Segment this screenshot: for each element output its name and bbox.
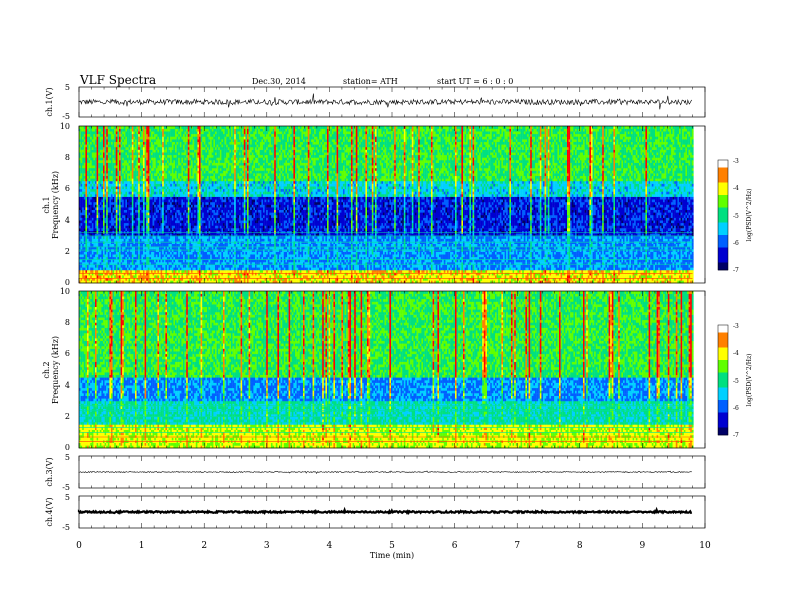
- station-label: station= ATH: [343, 77, 398, 86]
- ch1-spectrogram-yticks: 0 2 4 6 8 10: [60, 122, 70, 287]
- ch2-freq-tick-8: 8: [65, 318, 70, 327]
- x-axis-ticks: [78, 87, 706, 528]
- x-tick-4: 4: [327, 541, 333, 551]
- ch4-waveform-data: [77, 506, 693, 516]
- x-tick-10: 10: [699, 541, 711, 551]
- x-tick-7: 7: [514, 541, 520, 551]
- ch3-waveform-data: [78, 470, 692, 474]
- ch4-waveform-trace: [77, 506, 693, 516]
- ch2-colorbar-tick-m3: -3: [733, 323, 739, 330]
- ch2-freq-tick-4: 4: [65, 381, 70, 390]
- date-label: Dec.30, 2014: [252, 77, 306, 86]
- ch2-colorbar-tick-m6: -6: [733, 405, 739, 412]
- x-tick-6: 6: [452, 541, 458, 551]
- ch1-ytick-bottom: -5: [62, 112, 70, 121]
- ch2-spectrogram-image: [79, 291, 694, 449]
- x-tick-9: 9: [640, 541, 646, 551]
- ch2-spectrogram-ylabel-frequency: Frequency (kHz): [51, 336, 60, 404]
- ch2-colorbar-tick-m5: -5: [733, 378, 739, 385]
- ch1-colorbar-frame: [717, 159, 729, 271]
- ch1-waveform-panel: 5 -5 ch.1(V): [45, 83, 706, 121]
- ch1-waveform-trace: [78, 93, 693, 110]
- ch2-colorbar-frame: [717, 324, 729, 436]
- ch2-freq-tick-10: 10: [60, 287, 70, 296]
- ch1-waveform-ylabel: ch.1(V): [45, 87, 54, 116]
- ch2-freq-tick-0: 0: [65, 443, 70, 452]
- ch1-waveform-data: [78, 93, 693, 110]
- ch1-colorbar-label: log(PSD(V^2/Hz): [746, 189, 753, 242]
- ch3-ytick-bottom: -5: [62, 483, 70, 492]
- ch4-ytick-top: 5: [65, 493, 70, 502]
- ch1-colorbar: [718, 160, 728, 271]
- ch1-spectrogram-ylabel-channel: ch.1: [42, 196, 51, 213]
- ch1-colorbar-tick-m5: -5: [733, 213, 739, 220]
- x-axis-tick-labels: 0 1 2 3 4 5 6 7 8 9 10: [76, 541, 711, 551]
- ch3-ytick-top: 5: [65, 453, 70, 462]
- start-ut-label: start UT = 6 : 0 : 0: [437, 77, 513, 86]
- ch1-spectrogram-image: [79, 126, 694, 284]
- ch2-colorbar-label: log(PSD(V^2/Hz): [746, 354, 753, 407]
- ch1-ytick-top: 5: [65, 83, 70, 92]
- ch1-spectrogram-panel: 0 2 4 6 8 10 ch.1 Frequency (kHz) -3 -4 …: [42, 122, 753, 287]
- ch3-waveform-panel: 5 -5 ch.3(V): [45, 453, 706, 492]
- x-tick-5: 5: [389, 541, 395, 551]
- x-tick-1: 1: [139, 541, 145, 551]
- x-axis-label: Time (min): [370, 551, 414, 560]
- ch1-colorbar-tick-m4: -4: [733, 185, 739, 192]
- x-tick-2: 2: [201, 541, 207, 551]
- ch1-freq-tick-4: 4: [65, 216, 70, 225]
- ch1-colorbar-tick-m7: -7: [733, 267, 739, 274]
- ch1-freq-tick-10: 10: [60, 122, 70, 131]
- ch3-waveform-ylabel: ch.3(V): [45, 457, 54, 486]
- ch2-colorbar: [718, 325, 728, 436]
- ch2-colorbar-tick-m4: -4: [733, 350, 739, 357]
- ch4-ytick-bottom: -5: [62, 523, 70, 532]
- x-tick-0: 0: [76, 541, 82, 551]
- ch2-spectrogram-panel: 0 2 4 6 8 10 ch.2 Frequency (kHz) -3 -4 …: [42, 287, 753, 452]
- ch1-freq-tick-6: 6: [65, 184, 70, 193]
- ch2-freq-tick-2: 2: [65, 412, 70, 421]
- ch2-spectrogram-ylabel-channel: ch.2: [42, 361, 51, 378]
- x-tick-3: 3: [264, 541, 270, 551]
- ch4-waveform-panel: 5 -5 ch.4(V): [45, 493, 706, 532]
- x-tick-8: 8: [577, 541, 583, 551]
- ch4-waveform-ylabel: ch.4(V): [45, 497, 54, 526]
- figure-title: VLF Spectra: [79, 73, 156, 87]
- ch1-freq-tick-0: 0: [65, 278, 70, 287]
- ch2-spectrogram-yticks: 0 2 4 6 8 10: [60, 287, 70, 452]
- ch1-freq-tick-2: 2: [65, 247, 70, 256]
- ch3-waveform-trace: [78, 470, 692, 474]
- ch1-spectrogram-ylabel-frequency: Frequency (kHz): [51, 171, 60, 239]
- ch2-colorbar-tick-m7: -7: [733, 432, 739, 439]
- ch1-colorbar-tick-m6: -6: [733, 240, 739, 247]
- ch2-freq-tick-6: 6: [65, 349, 70, 358]
- ch1-colorbar-tick-m3: -3: [733, 158, 739, 165]
- ch1-freq-tick-8: 8: [65, 153, 70, 162]
